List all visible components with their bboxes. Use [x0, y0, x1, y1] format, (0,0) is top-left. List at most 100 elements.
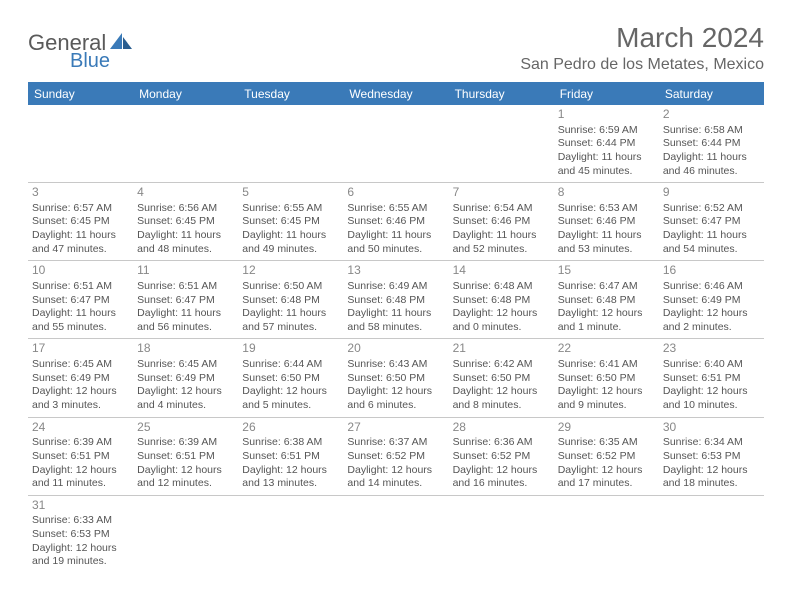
daylight-text: and 49 minutes. [242, 243, 339, 257]
sunrise-text: Sunrise: 6:37 AM [347, 436, 444, 450]
sunset-text: Sunset: 6:52 PM [453, 450, 550, 464]
sunrise-text: Sunrise: 6:47 AM [558, 280, 655, 294]
calendar-row: 3Sunrise: 6:57 AMSunset: 6:45 PMDaylight… [28, 183, 764, 261]
calendar-cell [449, 105, 554, 183]
day-number: 10 [32, 263, 129, 279]
day-number: 8 [558, 185, 655, 201]
sunset-text: Sunset: 6:46 PM [453, 215, 550, 229]
daylight-text: and 9 minutes. [558, 399, 655, 413]
daylight-text: and 2 minutes. [663, 321, 760, 335]
sunset-text: Sunset: 6:51 PM [242, 450, 339, 464]
calendar-table: Sunday Monday Tuesday Wednesday Thursday… [28, 82, 764, 573]
sunrise-text: Sunrise: 6:45 AM [32, 358, 129, 372]
day-number: 23 [663, 341, 760, 357]
daylight-text: and 45 minutes. [558, 165, 655, 179]
sunrise-text: Sunrise: 6:54 AM [453, 202, 550, 216]
sunrise-text: Sunrise: 6:45 AM [137, 358, 234, 372]
sunset-text: Sunset: 6:48 PM [242, 294, 339, 308]
logo: General Blue [28, 22, 134, 73]
sunset-text: Sunset: 6:45 PM [137, 215, 234, 229]
calendar-cell: 27Sunrise: 6:37 AMSunset: 6:52 PMDayligh… [343, 417, 448, 495]
sunset-text: Sunset: 6:53 PM [663, 450, 760, 464]
daylight-text: and 58 minutes. [347, 321, 444, 335]
sunset-text: Sunset: 6:51 PM [32, 450, 129, 464]
daylight-text: Daylight: 11 hours [347, 229, 444, 243]
sunrise-text: Sunrise: 6:41 AM [558, 358, 655, 372]
calendar-cell [343, 495, 448, 573]
sunset-text: Sunset: 6:44 PM [663, 137, 760, 151]
daylight-text: Daylight: 12 hours [663, 307, 760, 321]
daylight-text: Daylight: 11 hours [137, 307, 234, 321]
sunset-text: Sunset: 6:51 PM [137, 450, 234, 464]
sunset-text: Sunset: 6:48 PM [558, 294, 655, 308]
day-number: 16 [663, 263, 760, 279]
sunset-text: Sunset: 6:53 PM [32, 528, 129, 542]
day-number: 26 [242, 420, 339, 436]
daylight-text: Daylight: 11 hours [663, 229, 760, 243]
daylight-text: and 12 minutes. [137, 477, 234, 491]
calendar-row: 31Sunrise: 6:33 AMSunset: 6:53 PMDayligh… [28, 495, 764, 573]
sunrise-text: Sunrise: 6:43 AM [347, 358, 444, 372]
calendar-cell: 19Sunrise: 6:44 AMSunset: 6:50 PMDayligh… [238, 339, 343, 417]
logo-text-blue: Blue [70, 50, 134, 73]
sunrise-text: Sunrise: 6:38 AM [242, 436, 339, 450]
day-number: 19 [242, 341, 339, 357]
daylight-text: Daylight: 12 hours [242, 464, 339, 478]
day-number: 20 [347, 341, 444, 357]
weekday-header: Wednesday [343, 83, 448, 106]
day-number: 31 [32, 498, 129, 514]
calendar-cell: 24Sunrise: 6:39 AMSunset: 6:51 PMDayligh… [28, 417, 133, 495]
day-number: 4 [137, 185, 234, 201]
day-number: 5 [242, 185, 339, 201]
weekday-header: Saturday [659, 83, 764, 106]
sunset-text: Sunset: 6:46 PM [558, 215, 655, 229]
daylight-text: Daylight: 11 hours [242, 229, 339, 243]
calendar-cell: 21Sunrise: 6:42 AMSunset: 6:50 PMDayligh… [449, 339, 554, 417]
daylight-text: Daylight: 12 hours [347, 464, 444, 478]
calendar-cell [28, 105, 133, 183]
sunrise-text: Sunrise: 6:51 AM [137, 280, 234, 294]
calendar-row: 17Sunrise: 6:45 AMSunset: 6:49 PMDayligh… [28, 339, 764, 417]
calendar-cell [449, 495, 554, 573]
calendar-cell: 13Sunrise: 6:49 AMSunset: 6:48 PMDayligh… [343, 261, 448, 339]
calendar-cell: 25Sunrise: 6:39 AMSunset: 6:51 PMDayligh… [133, 417, 238, 495]
daylight-text: Daylight: 12 hours [347, 385, 444, 399]
calendar-cell: 15Sunrise: 6:47 AMSunset: 6:48 PMDayligh… [554, 261, 659, 339]
daylight-text: and 14 minutes. [347, 477, 444, 491]
sunset-text: Sunset: 6:45 PM [242, 215, 339, 229]
calendar-cell: 28Sunrise: 6:36 AMSunset: 6:52 PMDayligh… [449, 417, 554, 495]
calendar-cell: 22Sunrise: 6:41 AMSunset: 6:50 PMDayligh… [554, 339, 659, 417]
sunrise-text: Sunrise: 6:39 AM [137, 436, 234, 450]
calendar-cell: 8Sunrise: 6:53 AMSunset: 6:46 PMDaylight… [554, 183, 659, 261]
sunset-text: Sunset: 6:49 PM [137, 372, 234, 386]
sunrise-text: Sunrise: 6:55 AM [242, 202, 339, 216]
calendar-cell: 1Sunrise: 6:59 AMSunset: 6:44 PMDaylight… [554, 105, 659, 183]
sunset-text: Sunset: 6:52 PM [558, 450, 655, 464]
sunset-text: Sunset: 6:49 PM [663, 294, 760, 308]
daylight-text: and 3 minutes. [32, 399, 129, 413]
daylight-text: Daylight: 12 hours [558, 307, 655, 321]
sunset-text: Sunset: 6:47 PM [663, 215, 760, 229]
calendar-cell: 18Sunrise: 6:45 AMSunset: 6:49 PMDayligh… [133, 339, 238, 417]
sunrise-text: Sunrise: 6:40 AM [663, 358, 760, 372]
sunrise-text: Sunrise: 6:42 AM [453, 358, 550, 372]
sunrise-text: Sunrise: 6:56 AM [137, 202, 234, 216]
sunset-text: Sunset: 6:51 PM [663, 372, 760, 386]
daylight-text: Daylight: 12 hours [663, 385, 760, 399]
daylight-text: Daylight: 12 hours [453, 464, 550, 478]
sunset-text: Sunset: 6:48 PM [453, 294, 550, 308]
sunset-text: Sunset: 6:50 PM [347, 372, 444, 386]
day-number: 9 [663, 185, 760, 201]
daylight-text: and 10 minutes. [663, 399, 760, 413]
sunrise-text: Sunrise: 6:48 AM [453, 280, 550, 294]
day-number: 13 [347, 263, 444, 279]
daylight-text: and 46 minutes. [663, 165, 760, 179]
daylight-text: Daylight: 11 hours [453, 229, 550, 243]
sunset-text: Sunset: 6:45 PM [32, 215, 129, 229]
calendar-cell: 14Sunrise: 6:48 AMSunset: 6:48 PMDayligh… [449, 261, 554, 339]
calendar-cell: 6Sunrise: 6:55 AMSunset: 6:46 PMDaylight… [343, 183, 448, 261]
calendar-cell: 9Sunrise: 6:52 AMSunset: 6:47 PMDaylight… [659, 183, 764, 261]
weekday-header: Sunday [28, 83, 133, 106]
calendar-cell: 29Sunrise: 6:35 AMSunset: 6:52 PMDayligh… [554, 417, 659, 495]
daylight-text: Daylight: 11 hours [558, 229, 655, 243]
